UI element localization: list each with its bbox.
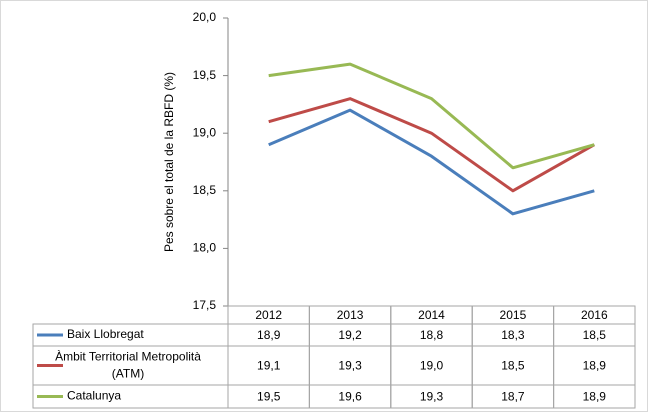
y-tick-label: 20,0 <box>193 10 217 24</box>
table-value: 18,9 <box>583 390 607 404</box>
y-tick-label: 19,0 <box>193 125 217 139</box>
legend-label: Baix Llobregat <box>67 327 144 341</box>
table-value: 19,3 <box>420 390 444 404</box>
x-tick-label: 2016 <box>581 308 608 322</box>
y-axis-label: Pes sobre el total de la RBFD (%) <box>162 72 176 252</box>
table-value: 19,0 <box>420 359 444 373</box>
table-value: 18,3 <box>501 328 525 342</box>
y-tick-label: 18,0 <box>193 241 217 255</box>
table-value: 19,3 <box>338 359 362 373</box>
x-tick-label: 2012 <box>255 308 282 322</box>
y-tick-label: 18,5 <box>193 183 217 197</box>
legend-label: Àmbit Territorial Metropolità (ATM) <box>55 349 201 381</box>
table-value: 19,2 <box>338 328 362 342</box>
series-line <box>268 62 595 170</box>
table-value: 19,5 <box>257 390 281 404</box>
y-tick-label: 17,5 <box>193 298 217 312</box>
table-value: 18,9 <box>257 328 281 342</box>
x-tick-label: 2015 <box>500 308 527 322</box>
table-value: 18,5 <box>501 359 525 373</box>
table-cell <box>32 384 636 409</box>
table-value: 19,1 <box>257 359 281 373</box>
series-line <box>268 108 595 216</box>
series-line <box>268 97 596 193</box>
x-tick-label: 2014 <box>418 308 445 322</box>
table-value: 18,8 <box>420 328 444 342</box>
x-tick-label: 2013 <box>337 308 364 322</box>
legend-label: Catalunya <box>67 389 121 403</box>
table-value: 19,6 <box>338 390 362 404</box>
table-value: 18,7 <box>501 390 525 404</box>
table-value: 18,5 <box>583 328 607 342</box>
y-tick-label: 19,5 <box>193 68 217 82</box>
table-value: 18,9 <box>583 359 607 373</box>
